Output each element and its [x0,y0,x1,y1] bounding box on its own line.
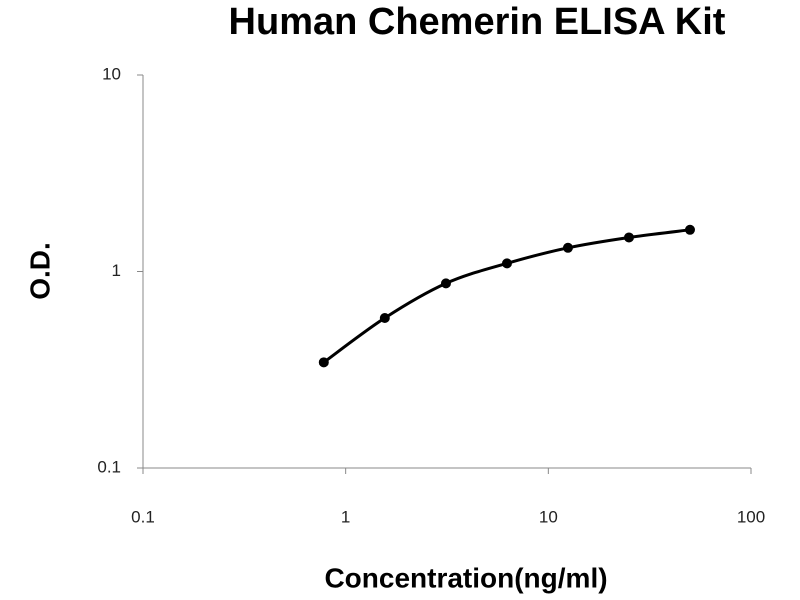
y-axis-label: O.D. [24,242,55,300]
y-tick-label: 10 [102,64,121,83]
chart-title: Human Chemerin ELISA Kit [229,1,726,43]
data-point [562,242,573,253]
x-tick-label: 10 [539,507,558,526]
y-tick-label: 1 [112,261,121,280]
y-tick-label: 0.1 [97,457,121,476]
data-point [623,232,634,243]
data-point [318,357,329,368]
x-tick-label: 1 [341,507,350,526]
data-point [684,224,695,235]
x-axis-label: Concentration(ng/ml) [324,562,607,593]
x-tick-label: 0.1 [131,507,155,526]
data-point [379,312,390,323]
fit-curve [322,228,691,364]
data-point [501,258,512,269]
x-tick-label: 100 [737,507,765,526]
data-point [440,278,451,289]
